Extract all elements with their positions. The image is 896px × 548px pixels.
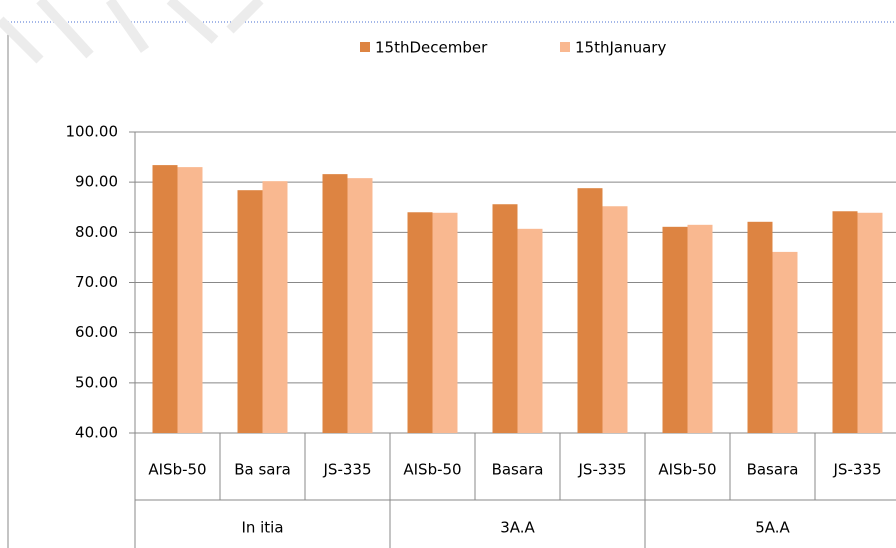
bar	[407, 212, 433, 433]
x-tick-label: JS-335	[833, 461, 882, 479]
bar	[747, 221, 773, 433]
x-tick-label: Ba sara	[234, 461, 291, 479]
bar	[857, 212, 883, 433]
bar	[152, 165, 178, 434]
y-tick-label: 80.00	[75, 223, 118, 241]
legend-swatch	[560, 42, 570, 52]
legend-label: 15thDecember	[375, 39, 488, 57]
bar	[432, 212, 458, 433]
group-label: 3A.A	[500, 519, 535, 537]
x-tick-label: JS-335	[578, 461, 627, 479]
y-tick-label: 90.00	[75, 173, 118, 191]
bar	[662, 226, 688, 433]
x-tick-label: Basara	[492, 461, 544, 479]
legend-swatch	[360, 42, 370, 52]
bar	[832, 211, 858, 433]
y-tick-label: 70.00	[75, 273, 118, 291]
bar	[262, 181, 288, 433]
bar	[577, 188, 603, 433]
x-tick-label: AISb-50	[148, 461, 206, 479]
bar	[177, 167, 203, 433]
y-tick-label: 50.00	[75, 373, 118, 391]
x-tick-label: JS-335	[323, 461, 372, 479]
y-tick-label: 60.00	[75, 323, 118, 341]
x-tick-label: AISb-50	[403, 461, 461, 479]
y-tick-label: 100.00	[66, 123, 119, 141]
y-tick-label: 40.00	[75, 424, 118, 442]
group-label: In itia	[241, 519, 283, 537]
legend-label: 15thJanuary	[575, 39, 666, 57]
bar	[602, 206, 628, 433]
bar	[687, 224, 713, 433]
bar	[772, 251, 798, 433]
bar	[492, 204, 518, 433]
group-label: 5A.A	[755, 519, 790, 537]
bar	[347, 178, 373, 433]
x-tick-label: AISb-50	[658, 461, 716, 479]
bar	[517, 228, 543, 433]
bar	[322, 174, 348, 433]
x-tick-label: Basara	[747, 461, 799, 479]
bar	[237, 190, 263, 433]
watermark	[0, 0, 264, 64]
